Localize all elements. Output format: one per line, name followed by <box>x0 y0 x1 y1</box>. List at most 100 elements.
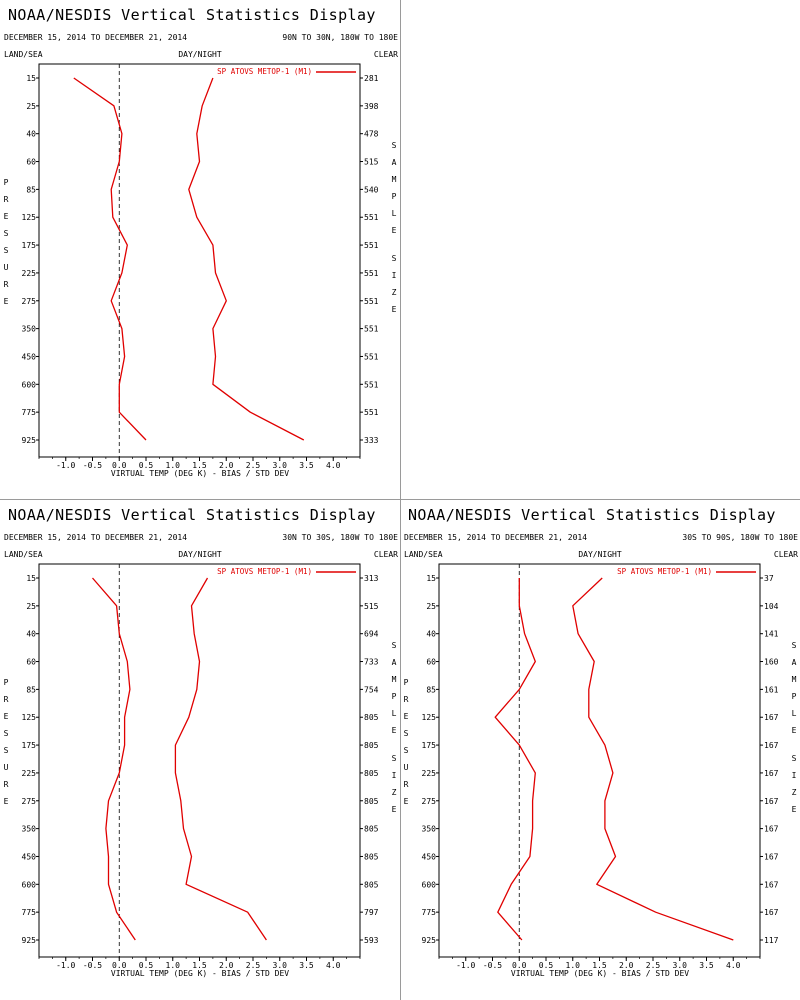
x-axis-label: VIRTUAL TEMP (DEG K) - BIAS / STD DEV <box>111 469 289 478</box>
y2-axis-label-letter: E <box>792 805 797 814</box>
y2-axis-label-letter: M <box>392 675 397 684</box>
chart-svg: NOAA/NESDIS Vertical Statistics Display D… <box>4 506 399 978</box>
x-tick-label: -1.0 <box>56 961 75 970</box>
chart-svg: NOAA/NESDIS Vertical Statistics Display D… <box>4 6 399 478</box>
y-axis-label-letter: S <box>4 246 9 255</box>
pressure-level-label: 225 <box>22 269 37 278</box>
vertical-divider <box>400 0 401 1000</box>
x-axis-label: VIRTUAL TEMP (DEG K) - BIAS / STD DEV <box>111 969 289 978</box>
pressure-level-label: 25 <box>426 602 436 611</box>
pressure-level-label: 25 <box>26 602 36 611</box>
y-axis-label-letter: E <box>4 797 9 806</box>
x-tick-label: 1.0 <box>166 961 181 970</box>
x-tick-label: 2.5 <box>646 961 661 970</box>
chart-svg: NOAA/NESDIS Vertical Statistics Display D… <box>404 506 799 978</box>
y2-axis-label-letter: I <box>392 771 397 780</box>
x-tick-label: 2.5 <box>246 461 261 470</box>
y2-axis-label-letter: S <box>792 754 797 763</box>
series-line-bias <box>494 578 536 941</box>
sample-size-label: 551 <box>364 269 379 278</box>
region: 30S TO 90S, 180W TO 180E <box>682 533 798 542</box>
x-tick-label: 1.0 <box>166 461 181 470</box>
pressure-level-label: 350 <box>22 825 37 834</box>
sample-size-label: 733 <box>364 658 379 667</box>
x-tick-label: 0.0 <box>512 961 527 970</box>
y2-axis-label-letter: P <box>392 692 397 701</box>
sample-size-label: 551 <box>364 380 379 389</box>
y2-axis-label-letter: E <box>392 726 397 735</box>
sample-size-label: 754 <box>364 685 379 694</box>
x-tick-label: 0.5 <box>539 961 554 970</box>
sample-size-label: 694 <box>364 630 379 639</box>
x-tick-label: 3.0 <box>673 961 688 970</box>
x-tick-label: 2.5 <box>246 961 261 970</box>
sample-size-label: 167 <box>764 797 779 806</box>
pressure-level-label: 775 <box>22 408 37 417</box>
pressure-level-label: 125 <box>422 713 437 722</box>
x-tick-label: -1.0 <box>56 461 75 470</box>
y2-axis-label-letter: S <box>792 641 797 650</box>
day-night-label: DAY/NIGHT <box>578 550 622 559</box>
chart-title: NOAA/NESDIS Vertical Statistics Display <box>8 506 376 524</box>
sample-size-label: 281 <box>364 74 379 83</box>
legend-label: SP ATOVS METOP-1 (M1) <box>617 567 712 576</box>
sample-size-label: 141 <box>764 630 779 639</box>
x-tick-label: 4.0 <box>726 961 741 970</box>
y2-axis-label-letter: Z <box>392 788 397 797</box>
pressure-level-label: 85 <box>26 685 36 694</box>
sample-size-label: 805 <box>364 825 379 834</box>
pressure-level-label: 15 <box>426 574 436 583</box>
pressure-level-label: 125 <box>22 713 37 722</box>
x-axis-label: VIRTUAL TEMP (DEG K) - BIAS / STD DEV <box>511 969 689 978</box>
y-axis-label-letter: E <box>404 712 409 721</box>
pressure-level-label: 40 <box>426 630 436 639</box>
pressure-level-label: 350 <box>22 325 37 334</box>
y-axis-label-letter: S <box>404 729 409 738</box>
y2-axis-label-letter: E <box>392 226 397 235</box>
clear-label: CLEAR <box>774 550 798 559</box>
y2-axis-label-letter: S <box>392 754 397 763</box>
sample-size-label: 805 <box>364 797 379 806</box>
x-tick-label: 3.5 <box>299 961 314 970</box>
pressure-level-label: 925 <box>422 936 437 945</box>
plot-frame <box>38 563 361 958</box>
y2-axis-label-letter: L <box>392 209 397 218</box>
y-axis-label-letter: P <box>4 678 9 687</box>
y2-axis-label-letter: Z <box>792 788 797 797</box>
y2-axis-label-letter: P <box>392 192 397 201</box>
pressure-level-label: 925 <box>22 936 37 945</box>
x-tick-label: 1.5 <box>192 461 207 470</box>
sample-size-label: 551 <box>364 213 379 222</box>
y-axis-label-letter: U <box>4 263 9 272</box>
y-axis-label-letter: R <box>4 780 9 789</box>
y2-axis-label-letter: A <box>392 158 397 167</box>
x-tick-label: 1.0 <box>566 961 581 970</box>
y2-axis-label-letter: L <box>792 709 797 718</box>
sample-size-label: 551 <box>364 408 379 417</box>
pressure-level-label: 60 <box>426 658 436 667</box>
x-tick-label: 2.0 <box>219 461 234 470</box>
x-tick-label: 0.5 <box>139 461 154 470</box>
x-tick-label: 1.5 <box>592 961 607 970</box>
date-range: DECEMBER 15, 2014 TO DECEMBER 21, 2014 <box>404 533 587 542</box>
y-axis-label-letter: E <box>4 212 9 221</box>
y-axis-label-letter: U <box>404 763 409 772</box>
y-axis-label-letter: E <box>4 712 9 721</box>
x-tick-label: 3.0 <box>273 961 288 970</box>
clear-label: CLEAR <box>374 50 398 59</box>
pressure-level-label: 175 <box>22 741 37 750</box>
sample-size-label: 515 <box>364 158 379 167</box>
pressure-level-label: 60 <box>26 158 36 167</box>
chart-panel-1: NOAA/NESDIS Vertical Statistics Display D… <box>0 0 400 500</box>
pressure-level-label: 125 <box>22 213 37 222</box>
chart-title: NOAA/NESDIS Vertical Statistics Display <box>408 506 776 524</box>
sample-size-label: 167 <box>764 769 779 778</box>
sample-size-label: 805 <box>364 713 379 722</box>
clear-label: CLEAR <box>374 550 398 559</box>
sample-size-label: 805 <box>364 769 379 778</box>
sample-size-label: 551 <box>364 325 379 334</box>
legend-label: SP ATOVS METOP-1 (M1) <box>217 567 312 576</box>
pressure-level-label: 275 <box>22 297 37 306</box>
sample-size-label: 117 <box>764 936 779 945</box>
series-line-std-dev <box>174 577 267 941</box>
